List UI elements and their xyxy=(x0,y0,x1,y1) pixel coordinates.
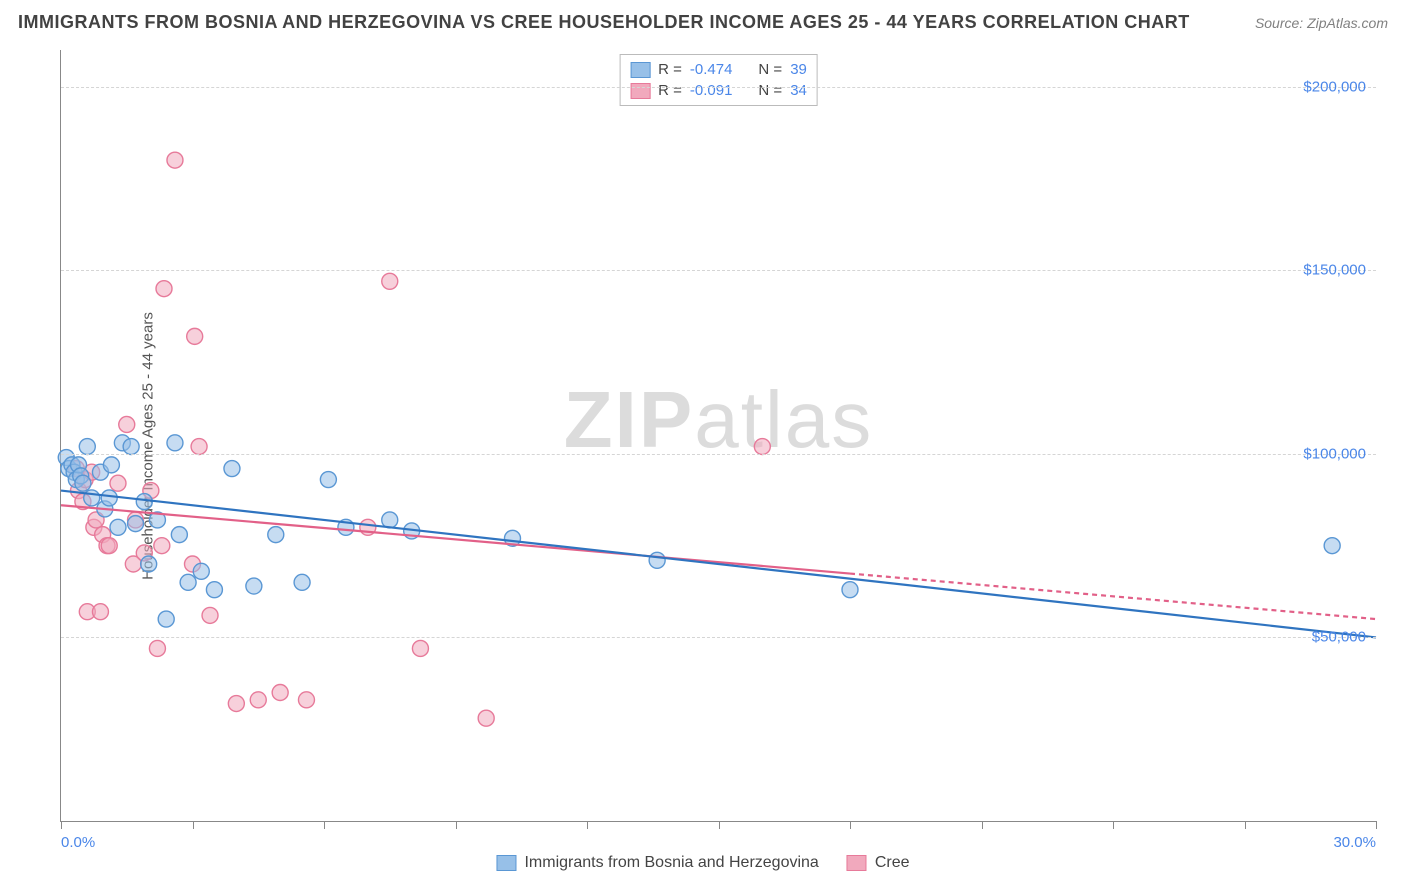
data-point xyxy=(202,607,218,623)
legend-swatch-bottom-1 xyxy=(847,855,867,871)
y-tick-label: $200,000 xyxy=(1303,78,1366,95)
x-tick xyxy=(324,821,325,829)
data-point xyxy=(268,527,284,543)
y-tick-label: $150,000 xyxy=(1303,262,1366,279)
data-point xyxy=(149,640,165,656)
data-point xyxy=(154,538,170,554)
x-tick xyxy=(61,821,62,829)
data-point xyxy=(246,578,262,594)
data-point xyxy=(294,574,310,590)
gridline-h xyxy=(61,637,1376,638)
data-point xyxy=(79,439,95,455)
data-point xyxy=(141,556,157,572)
source-prefix: Source: xyxy=(1255,15,1307,31)
data-point xyxy=(649,552,665,568)
data-point xyxy=(382,512,398,528)
gridline-h xyxy=(61,270,1376,271)
data-point xyxy=(119,416,135,432)
source-name: ZipAtlas.com xyxy=(1307,15,1388,31)
x-tick-label-max: 30.0% xyxy=(1333,834,1376,851)
data-point xyxy=(128,516,144,532)
x-tick xyxy=(193,821,194,829)
data-point xyxy=(1324,538,1340,554)
data-point xyxy=(156,281,172,297)
source-attribution: Source: ZipAtlas.com xyxy=(1255,15,1388,31)
x-tick-label-min: 0.0% xyxy=(61,834,95,851)
trend-line xyxy=(850,574,1376,620)
data-point xyxy=(180,574,196,590)
y-tick-label: $100,000 xyxy=(1303,445,1366,462)
data-point xyxy=(101,490,117,506)
data-point xyxy=(167,152,183,168)
legend-item-1: Cree xyxy=(847,854,910,872)
trend-line xyxy=(61,491,1376,638)
data-point xyxy=(382,273,398,289)
legend-label-1: Cree xyxy=(875,854,910,872)
data-point xyxy=(224,461,240,477)
series-legend: Immigrants from Bosnia and Herzegovina C… xyxy=(496,854,909,872)
data-point xyxy=(167,435,183,451)
data-point xyxy=(206,582,222,598)
x-tick xyxy=(1376,821,1377,829)
x-tick xyxy=(456,821,457,829)
x-tick xyxy=(1113,821,1114,829)
chart-plot-area: ZIPatlas R = -0.474 N = 39 R = -0.091 N … xyxy=(60,50,1376,822)
data-point xyxy=(191,439,207,455)
y-tick-label: $50,000 xyxy=(1312,629,1366,646)
data-point xyxy=(272,685,288,701)
data-point xyxy=(320,472,336,488)
data-point xyxy=(75,475,91,491)
legend-label-0: Immigrants from Bosnia and Herzegovina xyxy=(524,854,818,872)
data-point xyxy=(754,439,770,455)
gridline-h xyxy=(61,454,1376,455)
data-point xyxy=(158,611,174,627)
data-point xyxy=(171,527,187,543)
data-point xyxy=(187,328,203,344)
data-point xyxy=(92,604,108,620)
x-tick xyxy=(719,821,720,829)
data-point xyxy=(193,563,209,579)
data-point xyxy=(478,710,494,726)
legend-swatch-bottom-0 xyxy=(496,855,516,871)
data-point xyxy=(412,640,428,656)
data-point xyxy=(123,439,139,455)
chart-title: IMMIGRANTS FROM BOSNIA AND HERZEGOVINA V… xyxy=(18,12,1190,33)
data-point xyxy=(228,696,244,712)
data-point xyxy=(101,538,117,554)
x-tick xyxy=(587,821,588,829)
gridline-h xyxy=(61,87,1376,88)
plot-svg xyxy=(61,50,1376,821)
x-tick xyxy=(850,821,851,829)
x-tick xyxy=(982,821,983,829)
title-bar: IMMIGRANTS FROM BOSNIA AND HERZEGOVINA V… xyxy=(18,12,1388,33)
x-tick xyxy=(1245,821,1246,829)
data-point xyxy=(103,457,119,473)
data-point xyxy=(298,692,314,708)
data-point xyxy=(110,519,126,535)
legend-item-0: Immigrants from Bosnia and Herzegovina xyxy=(496,854,818,872)
data-point xyxy=(110,475,126,491)
data-point xyxy=(842,582,858,598)
data-point xyxy=(250,692,266,708)
